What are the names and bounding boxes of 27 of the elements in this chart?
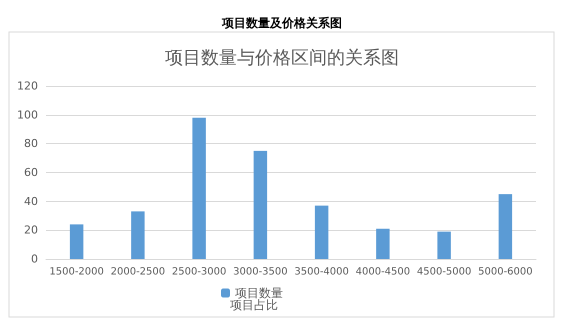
bar bbox=[131, 211, 145, 259]
chart-title: 项目数量及价格关系图 bbox=[221, 16, 342, 30]
bar bbox=[376, 228, 390, 259]
y-tick-label: 40 bbox=[24, 194, 38, 208]
bar bbox=[70, 224, 84, 259]
x-tick-label: 4500-5000 bbox=[416, 266, 472, 278]
x-tick-label: 4000-4500 bbox=[356, 266, 410, 278]
y-tick-label: 100 bbox=[17, 108, 38, 122]
legend-label: 项目数量 bbox=[235, 286, 283, 300]
bar bbox=[498, 194, 512, 259]
bar bbox=[314, 206, 328, 259]
x-tick-label: 3000-3500 bbox=[233, 266, 288, 278]
y-tick-label: 60 bbox=[24, 166, 38, 179]
x-tick-label: 5000-6000 bbox=[478, 266, 533, 278]
chart-subtitle: 项目数量与价格区间的关系图 bbox=[165, 48, 399, 68]
y-tick-label: 0 bbox=[31, 252, 38, 266]
bar bbox=[254, 150, 268, 259]
bar bbox=[192, 118, 206, 259]
x-tick-label: 2000-2500 bbox=[110, 266, 166, 278]
x-tick-label: 2500-3000 bbox=[172, 266, 226, 278]
y-tick-label: 120 bbox=[17, 80, 38, 92]
text: 项目占比 bbox=[230, 298, 278, 312]
y-tick-label: 20 bbox=[24, 224, 38, 237]
bar bbox=[437, 232, 451, 259]
x-tick-label: 1500-2000 bbox=[49, 266, 104, 278]
y-tick-label: 80 bbox=[24, 137, 38, 150]
x-tick-label: 3500-4000 bbox=[294, 266, 349, 278]
